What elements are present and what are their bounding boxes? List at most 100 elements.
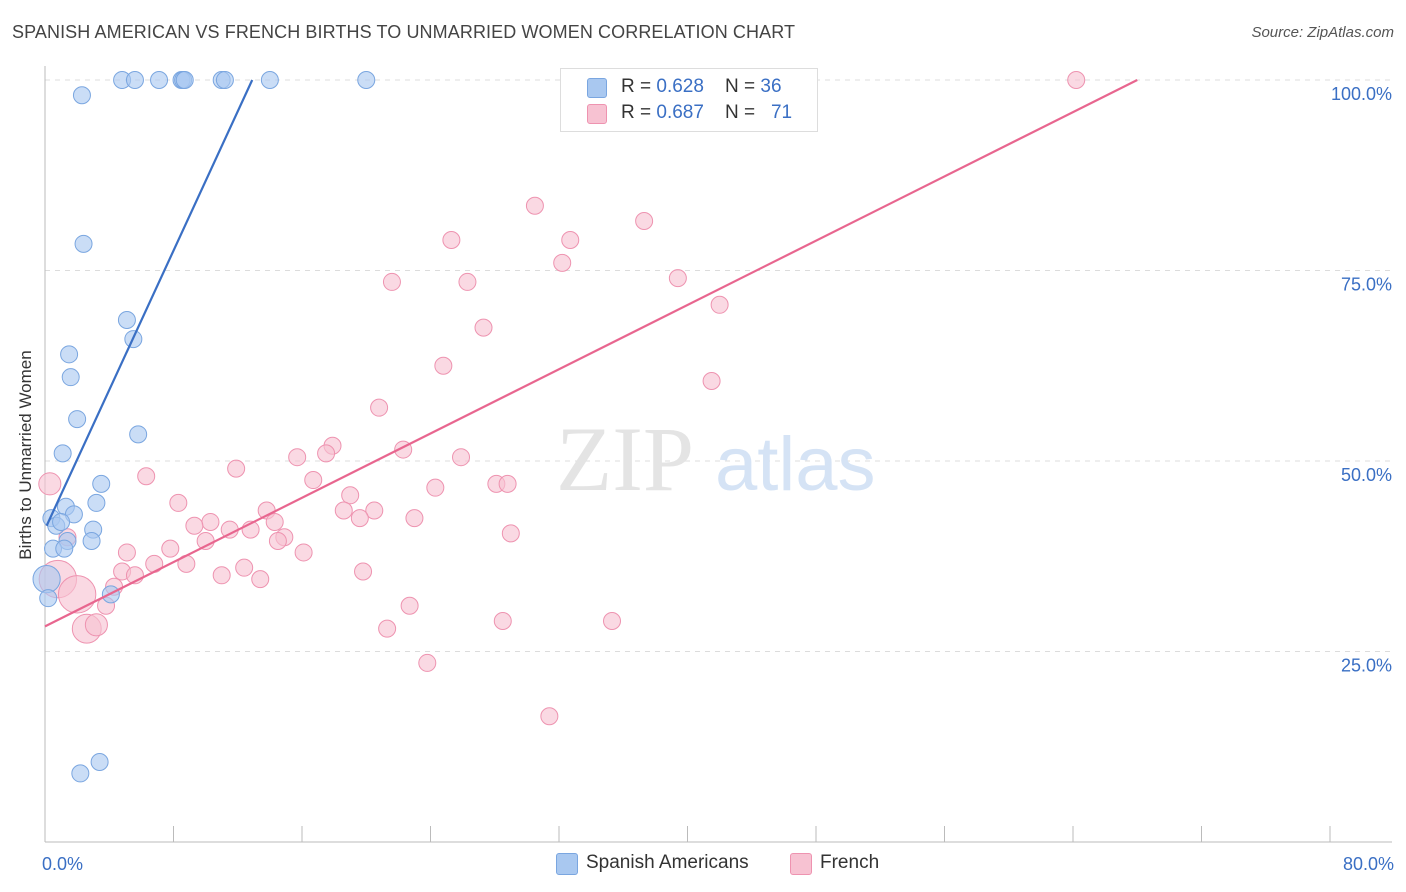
data-point xyxy=(382,272,401,291)
watermark-atlas: atlas xyxy=(715,422,876,507)
data-point xyxy=(354,562,373,581)
legend-swatch-pink xyxy=(790,853,812,875)
data-point xyxy=(169,493,188,512)
trend-line xyxy=(44,79,1138,628)
data-point xyxy=(334,501,353,520)
data-point xyxy=(501,524,520,543)
data-point xyxy=(540,707,559,726)
data-point xyxy=(68,410,87,429)
data-point xyxy=(251,570,270,589)
data-point xyxy=(294,543,313,562)
data-point xyxy=(60,345,79,364)
source-label: Source: ZipAtlas.com xyxy=(1251,24,1394,41)
data-point xyxy=(215,71,234,89)
data-point xyxy=(57,575,97,614)
legend-swatch-blue xyxy=(587,78,607,98)
data-point xyxy=(350,509,369,528)
data-point xyxy=(185,516,204,535)
data-point xyxy=(458,272,477,291)
trend-line xyxy=(45,79,254,527)
data-point xyxy=(442,231,461,250)
data-point xyxy=(92,474,111,493)
data-point xyxy=(260,71,279,89)
legend-n-value: 71 xyxy=(770,102,793,123)
data-point xyxy=(129,425,148,444)
data-point xyxy=(474,318,493,337)
data-point xyxy=(117,311,136,330)
data-point xyxy=(125,71,144,89)
data-point xyxy=(426,478,445,497)
data-point xyxy=(220,520,239,539)
legend-r-label: R = xyxy=(621,76,657,97)
y-tick-label: 75.0% xyxy=(1341,275,1392,295)
data-point xyxy=(498,474,517,493)
data-point xyxy=(304,471,323,490)
y-tick-label: 100.0% xyxy=(1331,84,1392,104)
legend-label: French xyxy=(820,852,880,873)
data-point xyxy=(117,543,136,562)
y-axis-label: Births to Unmarried Women xyxy=(16,350,35,560)
data-point xyxy=(668,269,687,288)
data-point xyxy=(553,253,572,272)
chart-title: SPANISH AMERICAN VS FRENCH BIRTHS TO UNM… xyxy=(12,22,796,42)
data-point xyxy=(74,234,93,253)
data-point xyxy=(525,196,544,215)
data-point xyxy=(150,71,169,89)
data-point xyxy=(710,295,729,314)
legend-r-value: 0.628 xyxy=(656,76,704,97)
legend-r-value: 0.687 xyxy=(656,102,704,123)
legend-swatch-pink xyxy=(587,104,607,124)
data-point xyxy=(39,589,58,608)
data-point xyxy=(603,612,622,631)
legend-swatch-blue xyxy=(556,853,578,875)
data-point xyxy=(702,371,721,390)
data-point xyxy=(161,539,180,558)
legend-n-label: N = xyxy=(725,76,761,97)
x-tick-label-min: 0.0% xyxy=(42,854,83,874)
data-point xyxy=(357,71,376,89)
y-tick-label: 50.0% xyxy=(1341,465,1392,485)
watermark: ZIP atlas xyxy=(556,408,876,510)
tick-labels: 25.0% 50.0% 75.0% 100.0% 0.0% 80.0% xyxy=(42,84,1394,874)
data-point xyxy=(55,539,74,558)
data-point xyxy=(52,512,71,531)
data-point xyxy=(370,398,389,417)
x-tick-label-max: 80.0% xyxy=(1343,854,1394,874)
trend-lines xyxy=(44,79,1138,628)
data-point xyxy=(365,501,384,520)
data-point xyxy=(317,444,336,463)
data-point xyxy=(434,356,453,375)
data-point xyxy=(341,486,360,505)
data-point xyxy=(201,512,220,531)
legend-r-label: R = xyxy=(621,102,657,123)
data-point xyxy=(137,467,156,486)
data-point xyxy=(493,612,512,631)
data-point xyxy=(53,444,72,463)
data-point xyxy=(87,493,106,512)
data-point xyxy=(32,565,61,594)
data-point xyxy=(1067,71,1086,89)
data-point xyxy=(400,596,419,615)
data-point xyxy=(561,231,580,250)
data-point xyxy=(265,512,284,531)
data-point xyxy=(212,566,231,585)
data-point xyxy=(378,619,397,638)
data-point xyxy=(452,448,471,467)
data-point xyxy=(235,558,254,577)
axes xyxy=(44,66,1392,843)
data-point xyxy=(71,764,90,783)
data-point xyxy=(84,613,108,637)
data-point xyxy=(418,653,437,672)
data-point xyxy=(82,532,101,551)
legend-n-label: N = xyxy=(725,102,761,123)
watermark-zip: ZIP xyxy=(556,408,694,510)
data-point xyxy=(405,509,424,528)
data-point xyxy=(227,459,246,478)
stats-legend: R = 0.628 N = 36 R = 0.687 N = 71 xyxy=(560,68,818,132)
data-point xyxy=(38,472,62,496)
data-points xyxy=(32,71,1086,783)
legend-n-value: 36 xyxy=(760,76,782,97)
legend-label: Spanish Americans xyxy=(586,852,749,873)
data-point xyxy=(635,211,654,230)
